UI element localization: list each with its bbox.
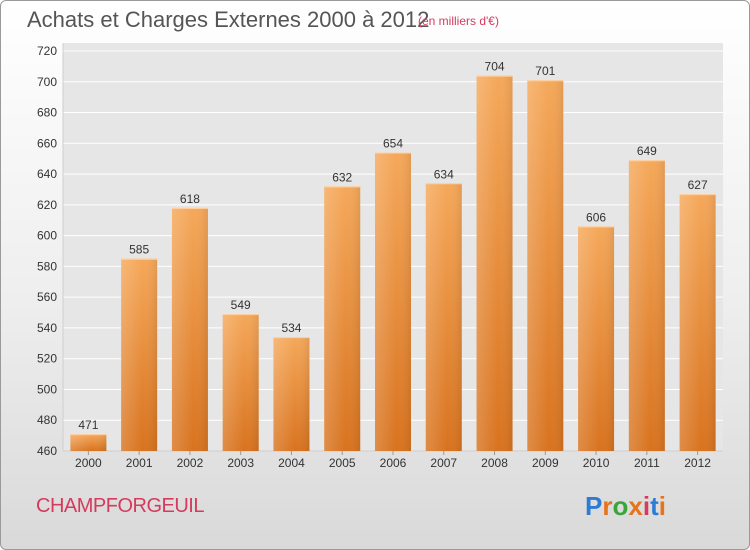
data-label: 634 [434, 167, 454, 181]
x-tick-label: 2006 [380, 456, 407, 470]
data-label: 549 [231, 298, 251, 312]
bar-shade-2003 [222, 314, 259, 451]
y-tick-label: 720 [37, 44, 57, 58]
bar-shade-2002 [171, 207, 208, 451]
x-tick-label: 2000 [75, 456, 102, 470]
bar-shade-2011 [628, 160, 665, 451]
bar-shade-2006 [375, 152, 411, 452]
x-tick-label: 2008 [481, 456, 508, 470]
bar-shade-2012 [679, 194, 716, 452]
y-tick-label: 500 [37, 382, 57, 396]
bar-shade-2007 [425, 183, 462, 452]
data-label: 618 [180, 192, 200, 206]
data-label: 701 [535, 64, 555, 78]
y-tick-label: 460 [37, 444, 57, 458]
bar-shade-2008 [476, 75, 513, 451]
y-tick-label: 600 [37, 229, 57, 243]
bar-shade-2004 [273, 337, 310, 451]
data-label: 606 [586, 210, 606, 224]
x-tick-label: 2009 [532, 456, 559, 470]
y-tick-label: 580 [37, 259, 57, 273]
y-tick-label: 640 [37, 167, 57, 181]
logo-letter: x [628, 491, 643, 521]
x-tick-label: 2001 [126, 456, 153, 470]
proxiti-logo[interactable]: Proxiti [585, 491, 666, 522]
bar-shade-2005 [324, 186, 361, 451]
y-tick-label: 700 [37, 75, 57, 89]
x-tick-label: 2011 [634, 456, 660, 470]
logo-letter: i [658, 491, 666, 521]
data-label: 627 [688, 178, 708, 192]
bar-shade-2010 [578, 226, 615, 451]
x-tick-label: 2004 [278, 456, 305, 470]
data-label: 471 [78, 418, 98, 432]
x-tick-label: 2007 [430, 456, 457, 470]
commune-name: CHAMPFORGEUIL [36, 495, 204, 517]
data-label: 632 [332, 170, 352, 184]
y-tick-label: 520 [37, 352, 57, 366]
x-tick-label: 2005 [329, 456, 356, 470]
logo-letter: t [650, 491, 659, 521]
bar-shade-2000 [70, 434, 107, 451]
data-label: 649 [637, 144, 657, 158]
x-tick-label: 2002 [177, 456, 204, 470]
bar-shade-2009 [527, 80, 564, 451]
y-tick-label: 680 [37, 106, 57, 120]
unit-note: (en milliers d'€) [418, 14, 499, 28]
chart-title: Achats et Charges Externes 2000 à 2012 [27, 7, 430, 32]
y-tick-label: 480 [37, 413, 57, 427]
x-tick-label: 2003 [227, 456, 254, 470]
x-tick-label: 2010 [583, 456, 610, 470]
data-label: 534 [281, 321, 301, 335]
data-label: 704 [485, 60, 505, 74]
logo-letter: P [585, 491, 603, 521]
x-tick-label: 2012 [684, 456, 711, 470]
logo-letter: r [602, 491, 613, 521]
y-tick-label: 660 [37, 136, 57, 150]
y-tick-label: 540 [37, 321, 57, 335]
bar-shade-2001 [121, 258, 158, 451]
logo-letter: o [612, 491, 629, 521]
y-tick-label: 620 [37, 198, 57, 212]
data-label: 585 [129, 243, 149, 257]
logo-letter: i [642, 491, 651, 521]
y-tick-label: 560 [37, 290, 57, 304]
data-label: 654 [383, 137, 403, 151]
